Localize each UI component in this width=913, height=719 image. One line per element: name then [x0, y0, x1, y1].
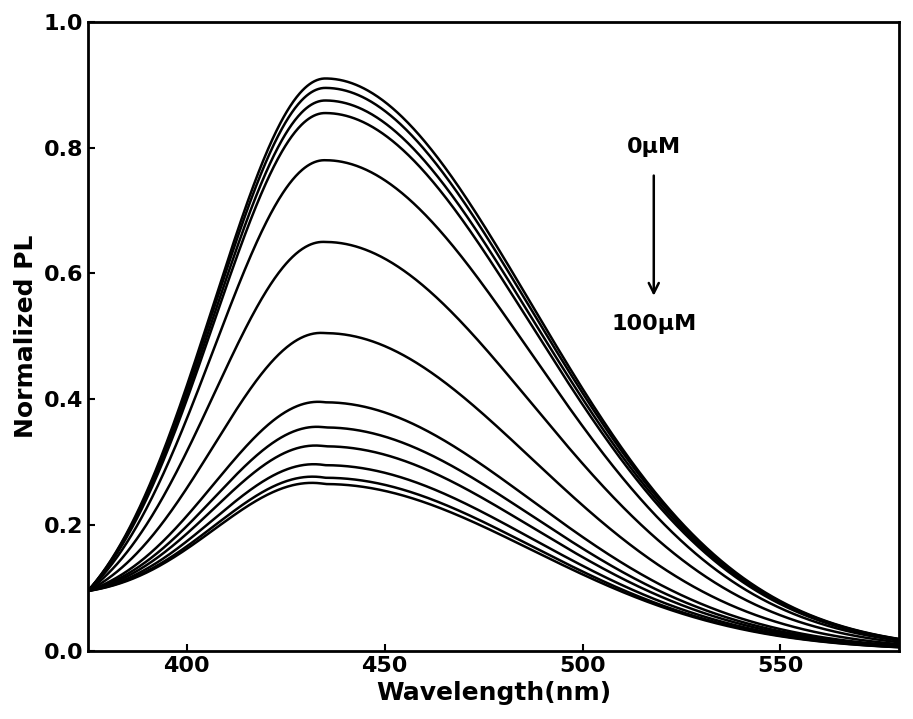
Text: 0μM: 0μM	[626, 137, 681, 157]
Text: 100μM: 100μM	[611, 314, 697, 334]
X-axis label: Wavelength(nm): Wavelength(nm)	[376, 681, 611, 705]
Y-axis label: Normalized PL: Normalized PL	[14, 234, 37, 438]
